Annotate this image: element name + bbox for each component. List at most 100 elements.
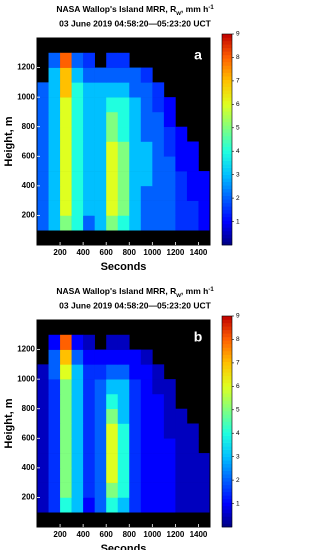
x-tick-label: 1200 <box>167 530 185 539</box>
heatmap-cell <box>83 423 95 439</box>
heatmap-cell <box>71 423 84 439</box>
heatmap-cell <box>71 408 84 424</box>
colorbar-segment <box>222 495 232 500</box>
heatmap-cell <box>83 141 95 157</box>
heatmap-cell <box>48 171 61 187</box>
colorbar-segment <box>222 178 232 182</box>
heatmap-cell <box>60 171 72 187</box>
colorbar-segment <box>222 174 232 179</box>
heatmap-cell <box>106 423 119 439</box>
heatmap-cell <box>186 156 199 172</box>
heatmap-cell <box>60 379 72 395</box>
y-tick-label: 1200 <box>17 63 35 72</box>
colorbar-segment <box>222 44 232 49</box>
heatmap-cell <box>48 200 61 216</box>
colorbar-segment <box>222 135 232 140</box>
title-part: -1 <box>208 5 214 11</box>
colorbar-segment <box>222 463 232 468</box>
colorbar-segment <box>222 488 232 493</box>
heatmap-cell <box>60 453 72 469</box>
heatmap-cell <box>186 453 199 469</box>
heatmap-cell <box>198 185 211 201</box>
heatmap-cell <box>60 482 72 498</box>
heatmap-cell <box>71 171 84 187</box>
heatmap-cell <box>106 82 119 98</box>
x-tick-label: 800 <box>123 530 137 539</box>
heatmap-cell <box>140 200 153 216</box>
colorbar-segment <box>222 181 232 186</box>
colorbar-segment <box>222 516 232 521</box>
colorbar-segment <box>222 195 232 200</box>
y-axis-label: Height, m <box>3 116 15 166</box>
heatmap-cell <box>37 379 49 395</box>
heatmap-cell <box>152 408 165 424</box>
chart-title: NASA Wallop's Island MRR, Rw, mm h-1 <box>56 286 214 298</box>
heatmap-cell <box>83 171 95 187</box>
colorbar-segment <box>222 435 232 440</box>
heatmap-cell <box>129 97 142 113</box>
heatmap-cell <box>71 82 84 98</box>
heatmap-cell <box>186 200 199 216</box>
y-tick-label: 400 <box>22 463 36 472</box>
colorbar-segment <box>222 330 232 334</box>
heatmap-cell <box>94 393 107 410</box>
heatmap-cell <box>94 215 107 231</box>
heatmap-cell <box>175 171 188 187</box>
heatmap-cell <box>140 379 153 395</box>
heatmap-cell <box>152 453 165 469</box>
colorbar-tick-label: 3 <box>236 453 240 460</box>
heatmap-cell <box>186 141 199 157</box>
heatmap-cell <box>83 52 95 68</box>
title-part: NASA Wallop's Island MRR, R <box>56 4 176 14</box>
heatmap-cell <box>140 82 153 98</box>
colorbar-segment <box>222 491 232 496</box>
heatmap-cell <box>94 200 107 216</box>
colorbar-segment <box>222 93 232 98</box>
colorbar-segment <box>222 83 232 88</box>
heatmap-cell <box>48 497 61 513</box>
y-tick-label: 1200 <box>17 345 35 354</box>
colorbar-segment <box>222 368 232 373</box>
heatmap-cell <box>152 393 165 410</box>
heatmap-cell <box>106 364 119 380</box>
colorbar-segment <box>222 477 232 482</box>
colorbar-segment <box>222 69 232 73</box>
heatmap-cell <box>140 408 153 424</box>
heatmap-cell <box>163 497 176 513</box>
heatmap-cell <box>60 393 72 410</box>
colorbar-segment <box>222 100 232 105</box>
colorbar-tick-label: 4 <box>236 430 240 437</box>
heatmap-cell <box>83 453 95 469</box>
heatmap-cell <box>83 126 95 142</box>
colorbar-segment <box>222 128 232 133</box>
heatmap-cell <box>83 497 95 513</box>
x-tick-label: 600 <box>100 248 114 257</box>
colorbar-segment <box>222 505 232 510</box>
heatmap-cell <box>198 200 211 216</box>
heatmap-cell <box>60 349 72 365</box>
y-tick-label: 800 <box>22 404 36 413</box>
heatmap-cell <box>117 453 130 469</box>
heatmap-cell <box>163 141 176 157</box>
colorbar-tick-label: 7 <box>236 78 240 85</box>
heatmap-cell <box>71 200 84 216</box>
colorbar-segment <box>222 432 232 436</box>
heatmap-cell <box>83 379 95 395</box>
heatmap-cell <box>186 185 199 201</box>
heatmap-cell <box>129 379 142 395</box>
heatmap-cell <box>37 453 49 469</box>
heatmap-cell <box>152 185 165 201</box>
heatmap-cell <box>163 185 176 201</box>
heatmap-cell <box>163 453 176 469</box>
x-tick-label: 1400 <box>190 530 208 539</box>
heatmap-cell <box>37 82 49 98</box>
heatmap-cell <box>117 408 130 424</box>
heatmap-cell <box>163 126 176 142</box>
colorbar-segment <box>222 467 232 472</box>
heatmap-cell <box>117 438 130 454</box>
heatmap-cell <box>94 482 107 498</box>
colorbar-tick-label: 1 <box>236 218 240 225</box>
colorbar-tick-label: 8 <box>236 54 240 61</box>
heatmap-cell <box>106 67 119 83</box>
colorbar-segment <box>222 425 232 429</box>
